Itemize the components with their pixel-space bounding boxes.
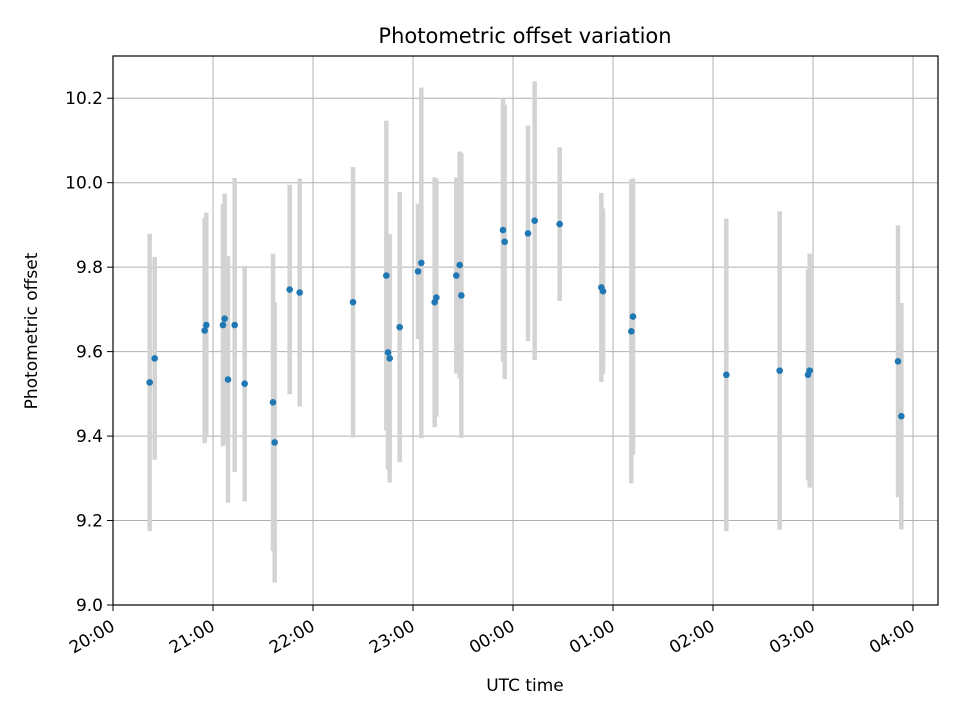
data-point: [349, 298, 357, 306]
data-point: [418, 259, 425, 267]
data-point: [383, 272, 390, 279]
data-point: [501, 238, 508, 246]
y-tick-label: 10.0: [65, 174, 103, 194]
data-point: [894, 358, 902, 365]
data-point: [396, 323, 403, 331]
data-point: [414, 268, 422, 275]
data-point: [456, 261, 463, 269]
data-point: [723, 371, 730, 379]
y-axis-ticks: 9.0 9.2 9.4 9.6 9.8 10.0 10.2: [65, 89, 113, 616]
data-point: [531, 217, 538, 224]
data-point: [458, 292, 465, 299]
data-point: [599, 287, 607, 295]
data-point: [241, 380, 248, 388]
data-point: [898, 412, 905, 420]
grid: [112, 56, 938, 606]
data-point: [231, 321, 238, 329]
data-point: [499, 226, 507, 234]
y-tick-label: 9.2: [76, 512, 103, 532]
data-point: [296, 289, 303, 296]
data-point: [384, 349, 392, 356]
y-tick-label: 9.8: [76, 258, 103, 278]
plot-frame: [112, 55, 939, 606]
y-axis-label: Photometric offset: [22, 252, 42, 409]
data-point: [269, 398, 277, 406]
y-tick-label: 9.4: [76, 427, 103, 447]
data-point: [221, 315, 228, 322]
data-point: [286, 286, 293, 293]
y-tick-label: 9.0: [76, 596, 103, 616]
data-point: [806, 367, 813, 374]
data-point: [224, 376, 232, 383]
data-point: [433, 294, 440, 301]
data-point: [146, 379, 153, 386]
data-point: [776, 367, 783, 374]
data-point: [556, 220, 563, 228]
data-point: [219, 321, 227, 329]
y-tick-label: 9.6: [76, 343, 103, 363]
data-point: [386, 355, 393, 362]
data-point: [453, 272, 460, 279]
data-point: [629, 313, 637, 320]
x-axis-label: UTC time: [486, 676, 564, 696]
data-point: [271, 439, 278, 446]
y-tick-label: 10.2: [65, 89, 103, 109]
data-point: [151, 355, 158, 362]
data-point: [203, 321, 210, 329]
data-point: [201, 327, 208, 334]
data-point: [628, 328, 635, 335]
data-points: [146, 217, 905, 446]
data-point: [524, 230, 532, 237]
chart-title: Photometric offset variation: [378, 24, 671, 48]
